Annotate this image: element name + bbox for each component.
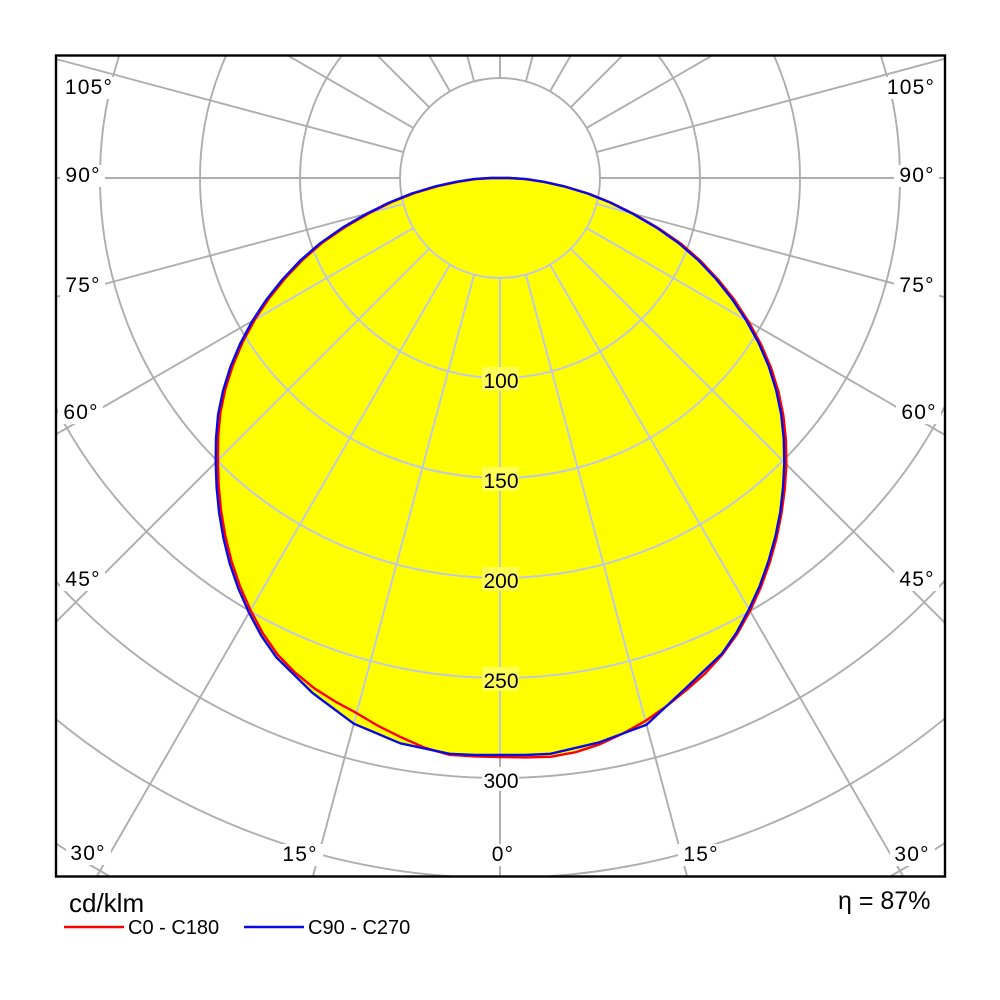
svg-text:300: 300 [483,770,518,793]
svg-text:75°: 75° [899,274,934,297]
svg-text:75°: 75° [65,274,100,297]
svg-text:105°: 105° [887,76,935,99]
svg-text:250: 250 [483,670,518,693]
svg-text:30°: 30° [70,842,105,865]
svg-text:15°: 15° [683,843,718,866]
svg-text:200: 200 [483,570,518,593]
svg-text:105°: 105° [65,76,113,99]
svg-text:cd/klm: cd/klm [69,888,144,918]
svg-text:C0 - C180: C0 - C180 [128,917,219,939]
svg-text:0°: 0° [492,843,514,866]
svg-text:100: 100 [483,370,518,393]
svg-text:45°: 45° [65,568,100,591]
svg-text:30°: 30° [894,843,929,866]
svg-text:45°: 45° [899,568,934,591]
svg-text:60°: 60° [63,401,98,424]
svg-text:15°: 15° [282,843,317,866]
svg-text:C90 - C270: C90 - C270 [308,917,410,939]
svg-text:90°: 90° [899,164,934,187]
svg-text:90°: 90° [65,164,100,187]
svg-text:150: 150 [483,470,518,493]
svg-text:η = 87%: η = 87% [838,887,930,915]
svg-text:60°: 60° [901,401,936,424]
